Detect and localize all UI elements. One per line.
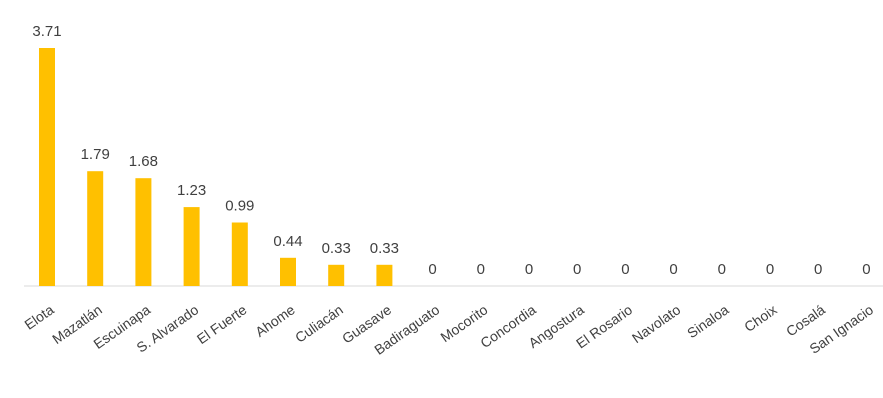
- bar: [135, 178, 152, 286]
- data-label: 0: [428, 261, 436, 278]
- bar: [87, 171, 104, 286]
- data-label: 3.71: [32, 23, 61, 40]
- category-tick-label: Choix: [741, 301, 780, 335]
- bar: [183, 207, 200, 286]
- category-tick-label: Culiacán: [292, 301, 346, 345]
- data-label: 0: [525, 261, 533, 278]
- data-label: 0: [621, 261, 629, 278]
- bar: [280, 257, 296, 286]
- data-label: 0: [477, 261, 485, 278]
- data-label: 0.33: [370, 240, 399, 257]
- category-tick-label: Elota: [21, 301, 56, 333]
- data-label: 0.99: [225, 198, 254, 215]
- bar: [231, 222, 248, 286]
- data-label: 0.33: [322, 240, 351, 257]
- bars-group: [39, 48, 393, 286]
- data-label: 0: [573, 261, 581, 278]
- category-tick-label: Sinaloa: [684, 301, 732, 341]
- bar: [328, 264, 345, 286]
- data-label: 0: [669, 261, 677, 278]
- bar: [39, 48, 55, 286]
- data-label: 0: [766, 261, 774, 278]
- data-label: 0: [718, 261, 726, 278]
- data-label: 0.44: [273, 233, 302, 250]
- data-label: 1.23: [177, 182, 206, 199]
- category-tick-label: El Fuerte: [194, 301, 250, 347]
- category-tick-label: Navolato: [629, 301, 684, 346]
- data-label: 1.68: [129, 153, 158, 170]
- data-label: 1.79: [81, 146, 110, 163]
- data-label: 0: [814, 261, 822, 278]
- category-tick-label: Ahome: [252, 301, 298, 340]
- data-label: 0: [862, 261, 870, 278]
- data-labels-group: 3.71 1.79 1.68 1.23 0.99 0.44 0.33 0.33 0 0 0 0 0 0 0 0…: [32, 23, 870, 278]
- bar: [376, 264, 393, 286]
